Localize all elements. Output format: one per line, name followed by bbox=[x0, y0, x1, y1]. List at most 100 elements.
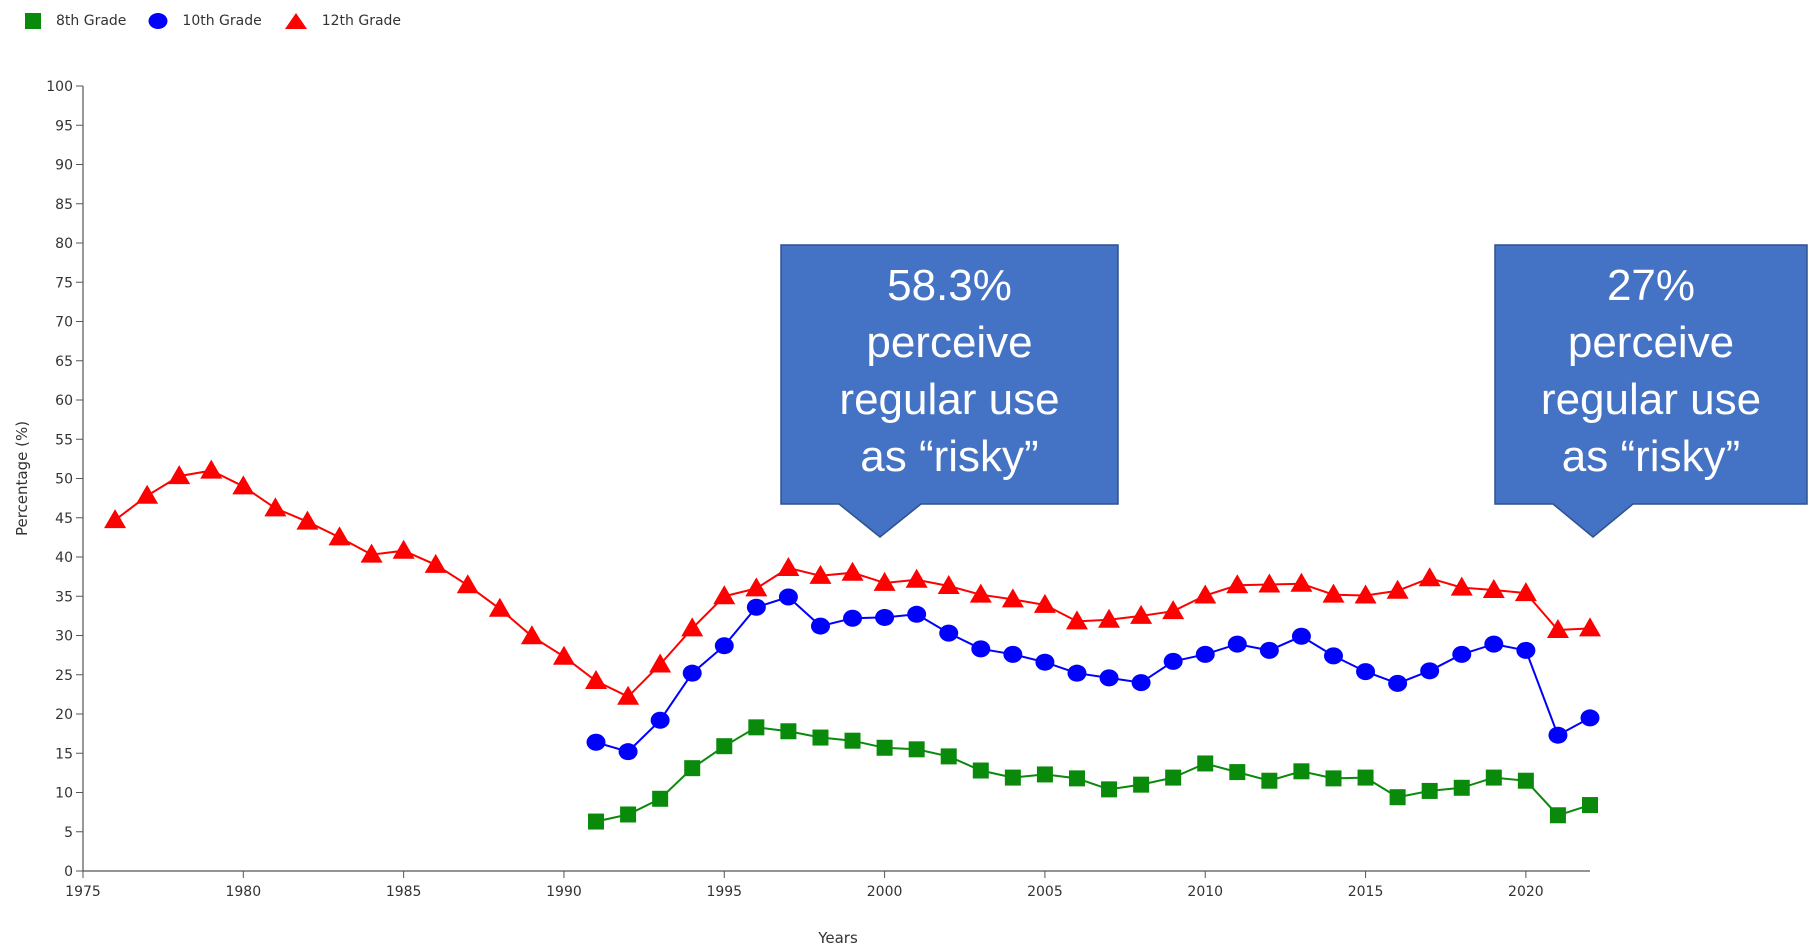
legend-item-10th-grade[interactable]: 10th Grade bbox=[148, 12, 262, 30]
callout-line: as “risky” bbox=[860, 432, 1039, 481]
data-point-8th-grade bbox=[1293, 763, 1310, 780]
data-point-8th-grade bbox=[1229, 764, 1246, 781]
data-point-12th-grade bbox=[360, 543, 383, 563]
data-point-12th-grade bbox=[1386, 579, 1409, 599]
data-point-12th-grade bbox=[1033, 593, 1056, 613]
legend-item-12th-grade[interactable]: 12th Grade bbox=[284, 12, 401, 30]
data-point-10th-grade bbox=[1067, 664, 1087, 682]
legend-label: 10th Grade bbox=[182, 13, 262, 29]
data-point-12th-grade bbox=[809, 564, 832, 584]
data-point-12th-grade bbox=[1514, 582, 1537, 602]
data-point-10th-grade bbox=[1420, 662, 1440, 680]
square-marker-icon bbox=[25, 13, 41, 29]
data-point-10th-grade bbox=[1291, 627, 1311, 645]
data-point-12th-grade bbox=[232, 475, 255, 495]
data-point-10th-grade bbox=[1131, 674, 1151, 692]
data-point-8th-grade bbox=[1165, 769, 1182, 786]
data-point-8th-grade bbox=[780, 723, 797, 740]
y-tick-label: 90 bbox=[55, 158, 73, 174]
y-tick-label: 0 bbox=[64, 864, 73, 880]
data-point-10th-grade bbox=[1227, 635, 1247, 653]
data-point-10th-grade bbox=[939, 624, 959, 642]
x-tick-label: 1985 bbox=[386, 884, 422, 900]
data-point-12th-grade bbox=[168, 465, 191, 485]
data-point-8th-grade bbox=[1068, 770, 1085, 787]
data-point-8th-grade bbox=[620, 806, 637, 823]
data-point-8th-grade bbox=[1485, 769, 1502, 786]
data-point-12th-grade bbox=[873, 571, 896, 591]
data-point-8th-grade bbox=[908, 741, 925, 758]
data-point-8th-grade bbox=[652, 790, 669, 807]
data-point-8th-grade bbox=[1261, 772, 1278, 789]
data-point-10th-grade bbox=[971, 640, 991, 658]
data-point-12th-grade bbox=[1546, 619, 1569, 639]
data-point-8th-grade bbox=[1036, 766, 1053, 783]
y-tick-label: 20 bbox=[55, 707, 73, 723]
callout-1997: 58.3% perceive regular use as “risky” bbox=[781, 257, 1118, 485]
data-point-10th-grade bbox=[1259, 641, 1279, 659]
data-point-12th-grade bbox=[1001, 588, 1024, 608]
y-tick-label: 25 bbox=[55, 668, 73, 684]
data-point-8th-grade bbox=[588, 813, 605, 830]
data-point-8th-grade bbox=[940, 748, 957, 765]
callout-line: 58.3% bbox=[887, 261, 1012, 310]
data-point-12th-grade bbox=[200, 459, 223, 479]
data-point-8th-grade bbox=[1101, 781, 1118, 798]
data-point-12th-grade bbox=[745, 577, 768, 597]
data-point-8th-grade bbox=[716, 738, 733, 755]
data-point-12th-grade bbox=[937, 575, 960, 595]
data-point-12th-grade bbox=[104, 509, 127, 529]
data-point-8th-grade bbox=[1549, 807, 1566, 824]
y-tick-label: 15 bbox=[55, 746, 73, 762]
y-tick-label: 80 bbox=[55, 236, 73, 252]
data-point-10th-grade bbox=[1516, 641, 1536, 659]
data-point-8th-grade bbox=[1133, 776, 1150, 793]
y-tick-label: 30 bbox=[55, 629, 73, 645]
data-point-12th-grade bbox=[1194, 584, 1217, 604]
data-point-12th-grade bbox=[296, 510, 319, 530]
data-point-12th-grade bbox=[1130, 604, 1153, 624]
data-point-8th-grade bbox=[1357, 769, 1374, 786]
data-point-12th-grade bbox=[1450, 576, 1473, 596]
data-point-10th-grade bbox=[618, 743, 638, 761]
x-tick-label: 2000 bbox=[867, 884, 903, 900]
data-point-12th-grade bbox=[777, 556, 800, 576]
data-point-12th-grade bbox=[1482, 578, 1505, 598]
data-point-12th-grade bbox=[585, 670, 608, 690]
data-point-10th-grade bbox=[1388, 674, 1408, 692]
callout-line: as “risky” bbox=[1561, 432, 1741, 481]
x-tick-label: 1975 bbox=[65, 884, 101, 900]
y-tick-label: 95 bbox=[55, 118, 73, 134]
y-tick-label: 65 bbox=[55, 354, 73, 370]
callout-bubble bbox=[1494, 244, 1808, 538]
x-axis-title: Years bbox=[817, 929, 858, 947]
data-point-10th-grade bbox=[1356, 663, 1376, 681]
data-point-8th-grade bbox=[1197, 755, 1214, 772]
data-point-12th-grade bbox=[713, 585, 736, 605]
data-point-10th-grade bbox=[843, 609, 863, 627]
data-point-12th-grade bbox=[328, 526, 351, 546]
data-point-10th-grade bbox=[1195, 645, 1215, 663]
legend-item-8th-grade[interactable]: 8th Grade bbox=[24, 12, 126, 30]
data-point-8th-grade bbox=[1421, 782, 1438, 799]
x-tick-label: 1995 bbox=[706, 884, 742, 900]
data-point-10th-grade bbox=[586, 733, 606, 751]
data-point-10th-grade bbox=[1580, 709, 1600, 727]
data-point-10th-grade bbox=[778, 588, 798, 606]
data-point-10th-grade bbox=[1003, 645, 1023, 663]
data-point-10th-grade bbox=[1035, 653, 1055, 671]
data-point-10th-grade bbox=[1163, 652, 1183, 670]
data-point-10th-grade bbox=[907, 605, 927, 623]
series-line-8th-grade bbox=[595, 726, 1591, 823]
y-tick-label: 60 bbox=[55, 393, 73, 409]
y-tick-label: 75 bbox=[55, 275, 73, 291]
data-point-12th-grade bbox=[1290, 572, 1313, 592]
legend-label: 8th Grade bbox=[56, 13, 127, 29]
x-tick-label: 2015 bbox=[1348, 884, 1384, 900]
chart-legend: 8th Grade 10th Grade 12th Grade bbox=[24, 10, 423, 32]
data-point-12th-grade bbox=[617, 685, 640, 705]
callout-line: regular use bbox=[1540, 375, 1762, 424]
data-point-10th-grade bbox=[1548, 726, 1568, 744]
x-tick-label: 2005 bbox=[1027, 884, 1063, 900]
